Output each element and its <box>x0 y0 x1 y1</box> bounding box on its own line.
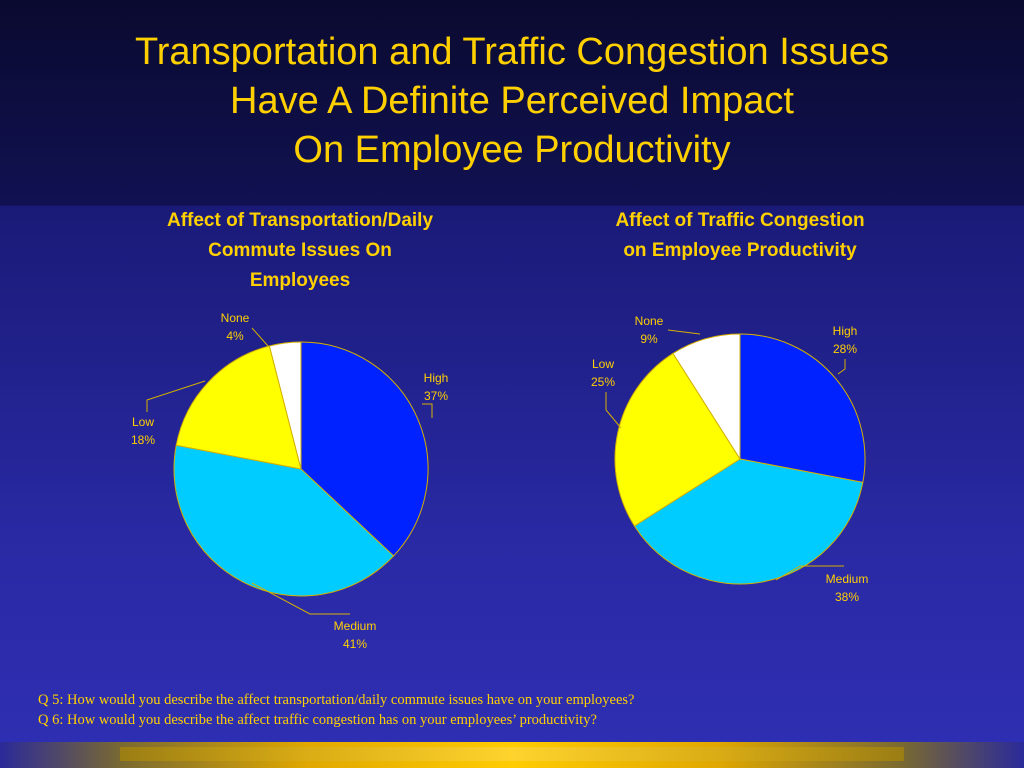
chart-1-title-line-1: Affect of Transportation/Daily <box>166 210 434 231</box>
footnotes: Q 5: How would you describe the affect t… <box>38 690 635 730</box>
slide-title: Transportation and Traffic Congestion Is… <box>0 28 1024 175</box>
pie-1-value-none: 4% <box>226 329 244 343</box>
pie-chart-1: High 37% Medium 41% Low 18% None 4% <box>131 311 448 651</box>
pie-1-leader-none <box>251 327 269 347</box>
pie-1-slice-low <box>175 345 302 470</box>
pie-2-leader-low <box>605 392 622 429</box>
pie-1-value-low: 18% <box>131 433 155 447</box>
title-line-1: Transportation and Traffic Congestion Is… <box>134 31 890 73</box>
pie-1-leader-high <box>422 403 433 418</box>
chart-2-title-line-1: Affect of Traffic Congestion <box>615 210 865 231</box>
pie-2-slice-high <box>739 333 866 484</box>
pie-1-label-none: None <box>221 311 250 325</box>
title-line-2: Have A Definite Perceived Impact <box>230 80 794 122</box>
pie-chart-2: High 28% Medium 38% Low 25% None 9% <box>591 314 868 604</box>
pie-2-slice-low <box>614 352 741 527</box>
chart-2-title: Affect of Traffic Congestion on Employee… <box>560 206 920 266</box>
pie-1-slice-none <box>268 341 302 470</box>
title-band <box>0 0 1024 205</box>
pie-1-leader-medium <box>251 582 350 615</box>
pie-2-label-medium: Medium <box>826 572 869 586</box>
pie-2-label-none: None <box>635 314 664 328</box>
title-line-3: On Employee Productivity <box>293 129 731 171</box>
pie-1-value-high: 37% <box>424 389 448 403</box>
pie-2-slice-none <box>672 333 741 461</box>
footnote-q6: Q 6: How would you describe the affect t… <box>38 712 597 728</box>
pie-2-value-medium: 38% <box>835 590 859 604</box>
pie-2-leader-high <box>837 359 846 375</box>
pie-2-label-low: Low <box>592 357 614 371</box>
chart-1-title-line-3: Employees <box>249 270 351 291</box>
pie-1-label-high: High <box>424 371 449 385</box>
pie-2-leader-none <box>667 329 701 335</box>
pie-1-leader-low <box>146 380 206 412</box>
pie-1-slice-high <box>300 341 429 557</box>
pie-2-value-low: 25% <box>591 375 615 389</box>
pie-1-label-low: Low <box>132 415 154 429</box>
chart-1-title: Affect of Transportation/Daily Commute I… <box>120 206 480 296</box>
pie-2-value-high: 28% <box>833 342 857 356</box>
pie-2-leader-medium <box>775 565 844 581</box>
bottom-decorative-bar <box>0 742 1024 768</box>
pie-2-label-high: High <box>833 324 858 338</box>
chart-1-title-line-2: Commute Issues On <box>208 240 392 261</box>
pie-1-label-medium: Medium <box>334 619 377 633</box>
footnote-q5: Q 5: How would you describe the affect t… <box>38 692 635 708</box>
pie-1-slice-medium <box>173 444 395 597</box>
chart-2-title-line-2: on Employee Productivity <box>623 240 857 261</box>
pie-1-value-medium: 41% <box>343 637 367 651</box>
pie-2-value-none: 9% <box>640 332 658 346</box>
